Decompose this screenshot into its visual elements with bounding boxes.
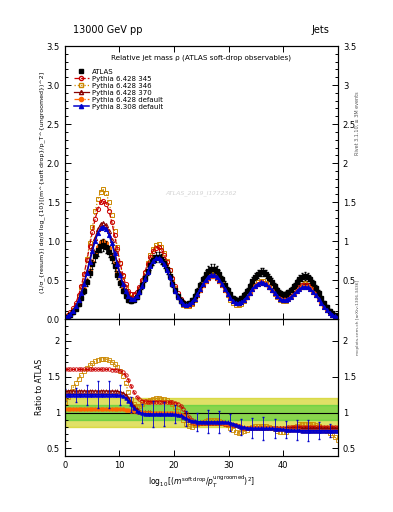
Y-axis label: (1/σ_{resum}) dσ/d log_{10}[(m^{soft drop}/p_T^{ungroomed})^2]: (1/σ_{resum}) dσ/d log_{10}[(m^{soft dro… (40, 72, 45, 293)
Text: 13000 GeV pp: 13000 GeV pp (73, 25, 143, 35)
X-axis label: $\log_{10}[(m^{\rm soft\,drop}/p_T^{\rm ungroomed})^2]$: $\log_{10}[(m^{\rm soft\,drop}/p_T^{\rm … (148, 474, 255, 490)
Text: Rivet 3.1.10, ≥ 3M events: Rivet 3.1.10, ≥ 3M events (355, 91, 360, 155)
Text: mcplots.cern.ch [arXiv:1306.3436]: mcplots.cern.ch [arXiv:1306.3436] (356, 280, 360, 355)
Legend: ATLAS, Pythia 6.428 345, Pythia 6.428 346, Pythia 6.428 370, Pythia 6.428 defaul: ATLAS, Pythia 6.428 345, Pythia 6.428 34… (74, 69, 163, 110)
Text: ATLAS_2019_I1772362: ATLAS_2019_I1772362 (166, 190, 237, 197)
Y-axis label: Ratio to ATLAS: Ratio to ATLAS (35, 359, 44, 415)
Text: Relative jet mass ρ (ATLAS soft-drop observables): Relative jet mass ρ (ATLAS soft-drop obs… (111, 54, 292, 61)
Text: Jets: Jets (312, 25, 330, 35)
